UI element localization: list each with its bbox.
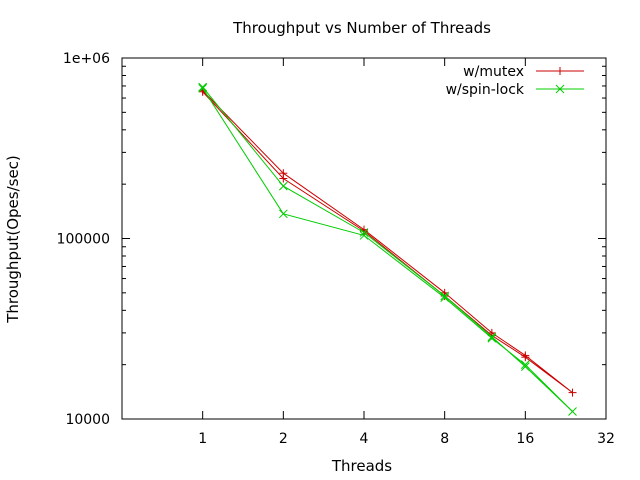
data-point — [487, 332, 497, 342]
y-axis-label: Throughput(Opes/sec) — [4, 155, 22, 324]
series-line — [202, 86, 573, 412]
data-series — [198, 82, 577, 416]
series-spin-lock — [198, 82, 577, 416]
plot-axes — [121, 57, 607, 420]
x-tick-label: 32 — [597, 431, 615, 447]
legend: w/mutex w/spin-lock — [446, 64, 584, 98]
x-axis-label: Threads — [331, 457, 392, 475]
data-point — [520, 362, 530, 372]
data-point — [359, 231, 369, 240]
data-point — [278, 209, 288, 219]
legend-swatch-marker — [555, 84, 565, 94]
data-point — [520, 360, 530, 370]
x-tick-label: 4 — [360, 431, 369, 447]
data-point — [568, 407, 577, 416]
data-point — [359, 228, 369, 237]
data-point — [440, 291, 450, 301]
x-tick-label: 16 — [516, 431, 534, 447]
data-point — [487, 333, 497, 343]
plot-frame — [121, 57, 607, 420]
data-point — [440, 293, 450, 303]
data-point — [198, 82, 208, 92]
axis-ticks: 1 2 4 8 16 32 10000 100000 1e+06 — [57, 51, 615, 447]
y-tick-label: 100000 — [57, 232, 110, 248]
x-tick-label: 8 — [440, 431, 449, 447]
x-tick-label: 2 — [279, 431, 288, 447]
y-tick-label: 10000 — [65, 412, 110, 428]
x-tick-label: 1 — [198, 431, 207, 447]
series-mutex — [198, 86, 577, 397]
chart-title: Throughput vs Number of Threads — [232, 19, 491, 37]
legend-label: w/mutex — [463, 64, 524, 80]
data-point — [278, 181, 288, 191]
legend-label: w/spin-lock — [446, 82, 525, 98]
y-tick-label: 1e+06 — [63, 51, 110, 67]
data-point — [198, 83, 208, 93]
series-line — [202, 90, 573, 394]
